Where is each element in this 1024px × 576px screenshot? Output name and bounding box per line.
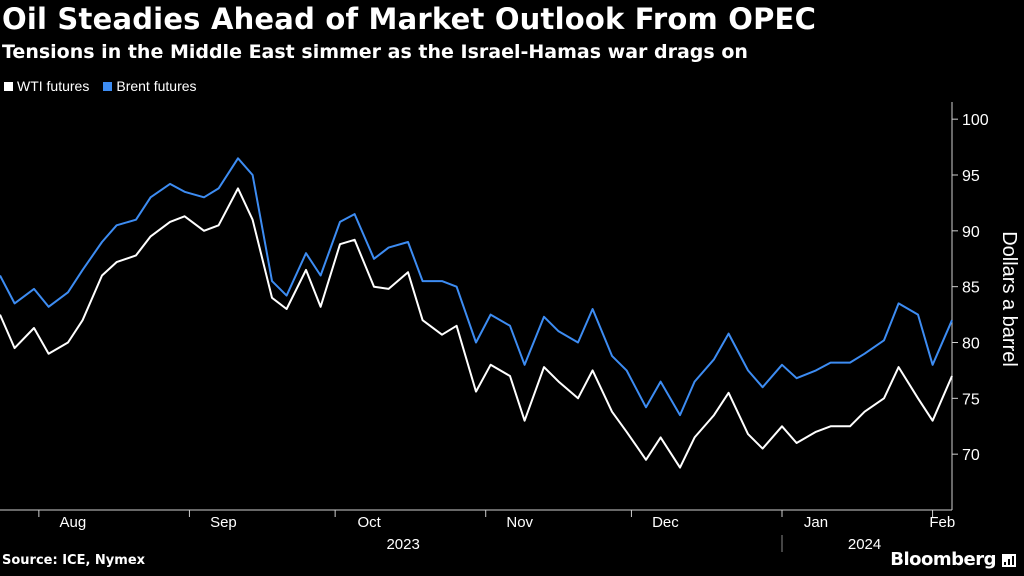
legend-swatch-wti <box>4 81 13 91</box>
legend-swatch-brent <box>103 81 113 91</box>
x-tick-label: Dec <box>652 514 679 531</box>
y-tick-label: 85 <box>962 280 980 297</box>
legend-item-brent: Brent futures <box>103 78 197 94</box>
x-tick-label: Nov <box>506 514 533 531</box>
y-tick-label: 100 <box>962 112 989 129</box>
chart-subtitle: Tensions in the Middle East simmer as th… <box>2 41 748 63</box>
x-year-label: 2024 <box>848 536 881 553</box>
legend-item-wti: WTI futures <box>4 78 89 94</box>
chart-title: Oil Steadies Ahead of Market Outlook Fro… <box>2 2 817 36</box>
source-note: Source: ICE, Nymex <box>2 553 146 568</box>
y-tick-label: 80 <box>962 336 980 353</box>
legend-label-wti: WTI futures <box>17 78 90 94</box>
series-line-brent-futures <box>0 157 953 417</box>
x-tick-label: Sep <box>210 514 237 531</box>
y-tick-label: 70 <box>962 447 980 464</box>
y-tick-label: 95 <box>962 168 980 185</box>
x-year-label: 2023 <box>386 536 419 553</box>
x-tick-label: Jan <box>804 514 828 531</box>
series-line-wti-futures <box>0 187 953 469</box>
x-tick-label: Oct <box>357 514 381 531</box>
x-tick-label: Aug <box>60 514 87 531</box>
legend: WTI futures Brent futures <box>4 78 197 94</box>
bloomberg-terminal-icon <box>1002 554 1016 567</box>
y-tick-label: 75 <box>962 391 980 408</box>
y-tick-label: 90 <box>962 224 980 241</box>
brand-logo: Bloomberg <box>890 549 996 570</box>
y-axis-title: Dollars a barrel <box>998 231 1020 367</box>
legend-label-brent: Brent futures <box>116 78 197 94</box>
x-tick-label: Feb <box>929 514 955 531</box>
